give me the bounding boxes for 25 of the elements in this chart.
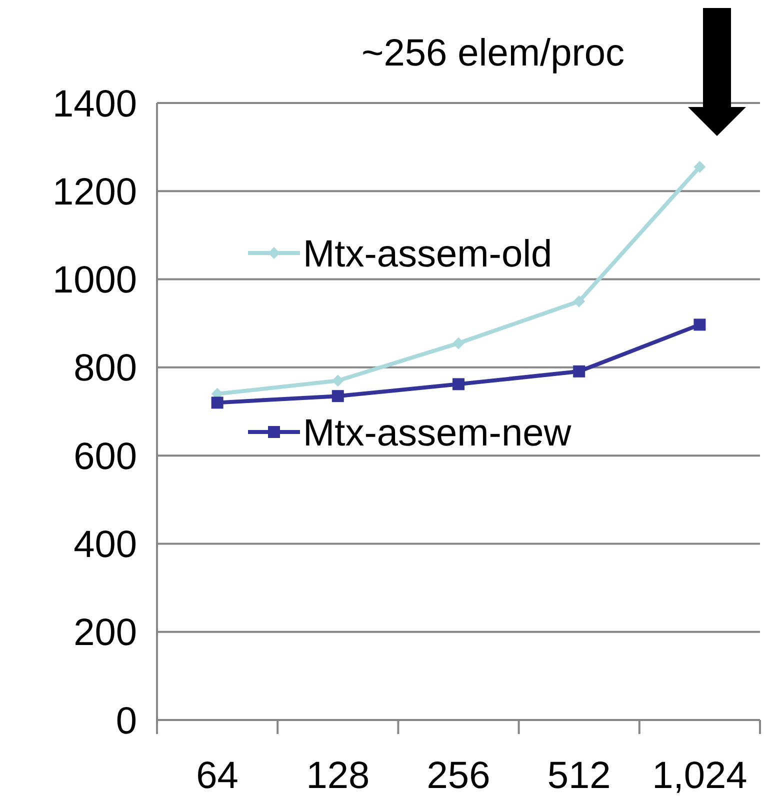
point xyxy=(332,374,344,387)
point xyxy=(573,365,586,378)
point xyxy=(211,396,224,409)
y-tick-label: 1400 xyxy=(52,83,137,126)
x-tick-label: 1,024 xyxy=(652,755,748,797)
y-tick-label: 600 xyxy=(74,436,137,478)
legend-label: Mtx-assem-old xyxy=(303,233,552,276)
x-tick-label: 512 xyxy=(547,755,611,797)
y-tick-label: 800 xyxy=(74,348,137,390)
y-tick-label: 1000 xyxy=(52,260,137,302)
y-tick-label: 0 xyxy=(116,700,137,742)
point xyxy=(573,295,586,308)
point xyxy=(452,378,464,390)
point xyxy=(694,318,706,331)
y-tick-label: 1200 xyxy=(52,171,137,214)
point xyxy=(332,390,344,402)
legend-label: Mtx-assem-new xyxy=(303,412,572,454)
point xyxy=(694,160,706,173)
point xyxy=(452,337,464,350)
x-tick-label: 128 xyxy=(306,755,370,797)
y-tick-label: 200 xyxy=(74,612,137,654)
x-tick-label: 256 xyxy=(426,755,490,797)
text: ~256 elem/proc xyxy=(362,32,624,74)
y-tick-label: 400 xyxy=(74,524,137,566)
x-tick-label: 64 xyxy=(196,755,238,797)
